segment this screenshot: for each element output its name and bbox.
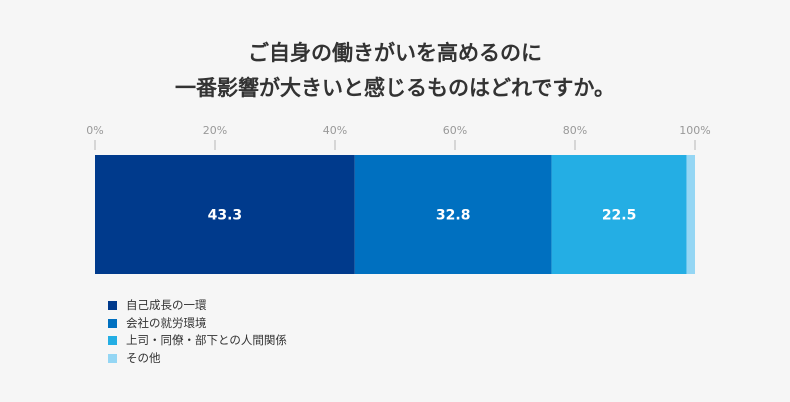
x-tick-label: 40% — [323, 124, 347, 137]
legend-item: 会社の就労環境 — [108, 315, 287, 333]
bar-data-label: 43.3 — [208, 208, 243, 224]
legend-swatch — [108, 301, 117, 311]
bar-segment — [95, 155, 355, 274]
chart-title: ご自身の働きがいを高めるのに 一番影響が大きいと感じるものはどれですか。 — [0, 36, 790, 106]
chart-legend: 自己成長の一環 会社の就労環境上司・同僚・部下との人間関係 その他 — [108, 297, 287, 367]
bar-segment — [354, 155, 552, 274]
x-tick-label: 0% — [86, 124, 103, 137]
x-tick-label: 100% — [679, 124, 710, 137]
bar-segment — [551, 155, 687, 274]
legend-item: その他 — [108, 350, 287, 368]
chart-title-line-1: ご自身の働きがいを高めるのに — [248, 41, 542, 65]
bar-data-label: 32.8 — [436, 208, 471, 224]
legend-swatch — [108, 336, 117, 346]
chart-title-line-2: 一番影響が大きいと感じるものはどれですか。 — [175, 76, 615, 100]
x-tick-label: 60% — [443, 124, 467, 137]
bar-segment — [686, 155, 695, 274]
x-tick-label: 20% — [203, 124, 227, 137]
legend-label: その他 — [126, 350, 161, 365]
legend-swatch — [108, 353, 117, 363]
legend-label: 自己成長の一環 — [126, 298, 207, 312]
x-tick-label: 80% — [563, 124, 587, 137]
bar-data-label: 22.5 — [602, 208, 637, 224]
legend-swatch — [108, 318, 117, 328]
legend-item: 自己成長の一環 — [108, 297, 287, 315]
legend-label: 上司・同僚・部下との人間関係 — [126, 333, 287, 347]
legend-label: 会社の就労環境 — [126, 315, 207, 330]
legend-item: 上司・同僚・部下との人間関係 — [108, 332, 287, 350]
